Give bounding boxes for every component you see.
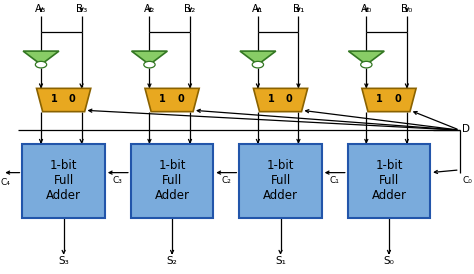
Text: C₀: C₀	[462, 176, 472, 185]
Text: 1: 1	[376, 94, 383, 104]
Text: 1-bit: 1-bit	[158, 159, 186, 172]
Bar	[348, 144, 430, 218]
Circle shape	[36, 61, 46, 68]
Polygon shape	[362, 88, 416, 112]
Text: Full: Full	[270, 174, 291, 187]
Text: Adder: Adder	[372, 189, 407, 202]
Text: A₁: A₁	[252, 4, 264, 14]
Text: A₂: A₂	[144, 4, 155, 14]
Text: 1-bit: 1-bit	[50, 159, 77, 172]
Text: Adder: Adder	[263, 189, 298, 202]
Circle shape	[252, 61, 264, 68]
Text: S₃: S₃	[58, 256, 69, 266]
Text: B₀: B₀	[401, 4, 412, 14]
Polygon shape	[132, 51, 167, 65]
Bar	[131, 144, 213, 218]
Text: A₀: A₀	[361, 4, 372, 14]
Text: Adder: Adder	[46, 189, 81, 202]
Text: 0: 0	[177, 94, 184, 104]
Polygon shape	[240, 51, 276, 65]
Polygon shape	[145, 88, 199, 112]
Text: Adder: Adder	[155, 189, 190, 202]
Polygon shape	[23, 51, 59, 65]
Text: 1: 1	[268, 94, 274, 104]
Text: 0: 0	[286, 94, 292, 104]
Text: Full: Full	[379, 174, 399, 187]
Polygon shape	[36, 88, 91, 112]
Text: D: D	[462, 124, 470, 134]
Text: 1-bit: 1-bit	[267, 159, 294, 172]
Text: S₁: S₁	[275, 256, 286, 266]
Text: B₁: B₁	[293, 4, 304, 14]
Polygon shape	[254, 88, 308, 112]
Polygon shape	[348, 51, 384, 65]
Text: 1: 1	[159, 94, 166, 104]
Text: 0: 0	[69, 94, 75, 104]
Bar	[239, 144, 322, 218]
Text: B₃: B₃	[76, 4, 87, 14]
Text: A₃: A₃	[36, 4, 46, 14]
Text: C₃: C₃	[113, 176, 123, 185]
Bar	[22, 144, 105, 218]
Text: Full: Full	[54, 174, 74, 187]
Text: B₂: B₂	[184, 4, 196, 14]
Text: 1: 1	[51, 94, 58, 104]
Text: 1-bit: 1-bit	[375, 159, 403, 172]
Text: C₄: C₄	[0, 178, 10, 187]
Text: 0: 0	[394, 94, 401, 104]
Circle shape	[361, 61, 372, 68]
Text: S₀: S₀	[383, 256, 394, 266]
Text: C₂: C₂	[221, 176, 231, 185]
Text: Full: Full	[162, 174, 182, 187]
Text: C₁: C₁	[330, 176, 340, 185]
Circle shape	[144, 61, 155, 68]
Text: S₂: S₂	[167, 256, 177, 266]
